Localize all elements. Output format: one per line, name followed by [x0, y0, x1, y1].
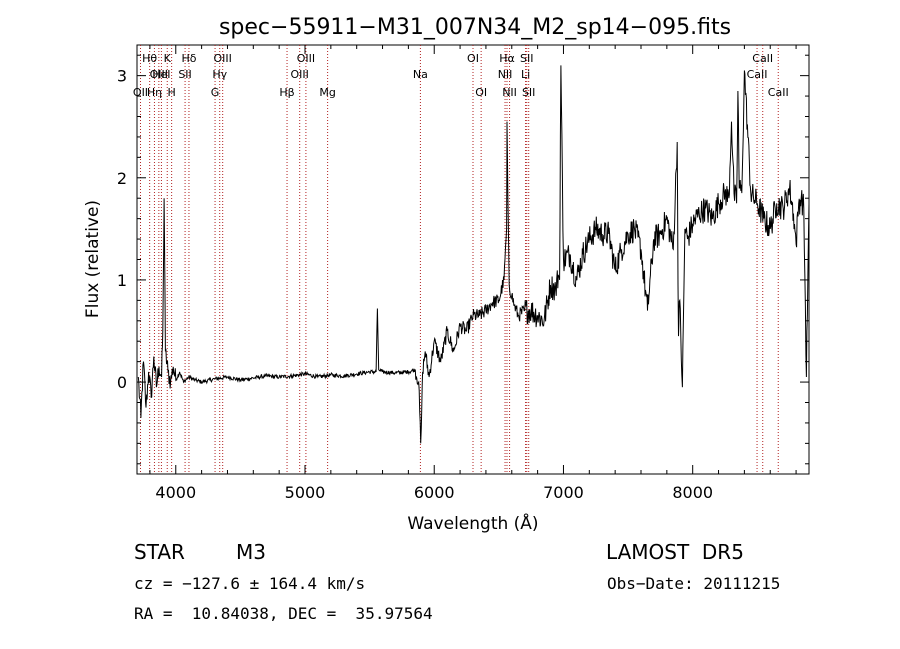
line-label-12: Hβ	[279, 86, 294, 99]
y-tick-label-3: 3	[117, 67, 127, 86]
x-axis-label: Wavelength (Å)	[407, 512, 538, 534]
line-label-21: NII	[502, 86, 517, 99]
line-label-18: OI	[475, 86, 487, 99]
x-tick-label-3: 7000	[543, 483, 584, 502]
line-label-17: OI	[467, 52, 479, 65]
line-label-9: G	[211, 86, 220, 99]
y-axis-label: Flux (relative)	[83, 200, 103, 318]
line-label-7: SII	[178, 68, 191, 81]
line-label-22: Li	[521, 68, 530, 81]
line-label-5: K	[164, 52, 172, 65]
star-subclass: M3	[236, 540, 266, 564]
survey-name: LAMOST DR5	[606, 540, 744, 564]
line-label-8: Hδ	[181, 52, 196, 65]
line-label-2: Hη	[147, 86, 162, 99]
y-tick-label-0: 0	[117, 373, 127, 392]
plot-frame	[136, 44, 810, 475]
line-label-24: SII	[522, 86, 535, 99]
redshift-readout: cz = −127.6 ± 164.4 km/s	[134, 574, 366, 593]
x-tick-label-1: 5000	[285, 483, 326, 502]
line-label-16: Na	[413, 68, 428, 81]
line-label-10: Hγ	[212, 68, 227, 81]
line-label-15: Mg	[319, 86, 335, 99]
line-label-3: OIII	[150, 68, 168, 81]
line-label-25: CaII	[747, 68, 768, 81]
line-label-27: CaII	[768, 86, 789, 99]
line-label-13: OIII	[291, 68, 309, 81]
line-label-19: NII	[498, 68, 513, 81]
line-label-26: CaII	[752, 52, 773, 65]
line-label-11: OIII	[213, 52, 231, 65]
y-tick-label-1: 1	[117, 271, 127, 290]
spectrum-series	[137, 65, 810, 444]
spectral-line-markers	[139, 45, 779, 474]
x-tick-label-0: 4000	[155, 483, 196, 502]
spectral-line-labels: OIIHθHηOIIIHeIKHSIIHδGHγOIIIHβOIIIOIIIMg…	[133, 52, 789, 99]
line-label-20: Hα	[499, 52, 515, 65]
line-label-14: OIII	[297, 52, 315, 65]
x-tick-label-4: 8000	[672, 483, 713, 502]
star-class: STAR	[134, 540, 185, 564]
axis-ticks: 4000 5000 6000 7000 8000 0 1 2 3	[117, 45, 809, 502]
x-tick-label-2: 6000	[414, 483, 455, 502]
coordinates-readout: RA = 10.84038, DEC = 35.97564	[134, 604, 433, 623]
chart-title: spec−55911−M31_007N34_M2_sp14−095.fits	[219, 15, 731, 40]
line-label-4: HeI	[152, 68, 170, 81]
y-tick-label-2: 2	[117, 169, 127, 188]
line-label-23: SII	[520, 52, 533, 65]
line-label-1: Hθ	[142, 52, 157, 65]
line-label-6: H	[167, 86, 175, 99]
line-label-0: OII	[133, 86, 148, 99]
observation-date: Obs−Date: 20111215	[607, 574, 781, 593]
